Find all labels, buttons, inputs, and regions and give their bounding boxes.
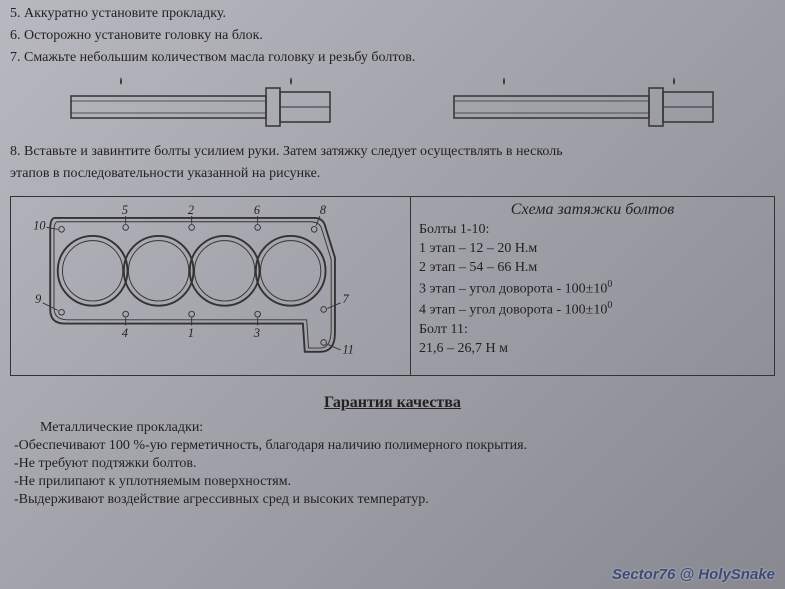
step-5: 5. Аккуратно установите прокладку. [10,6,775,22]
torque-l5: 4 этап – угол доворота - 100±100 [419,299,766,321]
label-11: 11 [343,343,354,357]
document-page: 5. Аккуратно установите прокладку. 6. Ос… [0,0,785,516]
warranty-title: Гарантия качества [10,394,775,412]
step-6: 6. Осторожно установите головку на блок. [10,28,775,44]
torque-l2: 1 этап – 12 – 20 Н.м [419,240,766,259]
label-5: 5 [122,203,128,217]
torque-title: Схема затяжки болтов [419,201,766,219]
label-2: 2 [188,203,194,217]
watermark: Sector76 @ HolySnake [612,566,775,583]
step-8-line1: 8. Вставьте и завинтите болты усилием ру… [10,144,775,160]
warranty-b4: -Выдерживают воздействие агрессивных сре… [14,492,775,508]
torque-l4: 3 этап – угол доворота - 100±100 [419,278,766,300]
bolt-diagram-right [444,74,724,134]
label-8: 8 [320,203,326,217]
label-9: 9 [35,292,41,306]
warranty-b1: -Обеспечивают 100 %-ую герметичность, бл… [14,438,775,454]
warranty-b3: -Не прилипают к уплотняемым поверхностям… [14,474,775,490]
torque-l3: 2 этап – 54 – 66 Н.м [419,259,766,278]
bolt-diagram-left [61,74,341,134]
gasket-diagram-cell: 10 5 2 6 8 9 4 1 3 7 11 [11,197,411,375]
torque-l1: Болты 1-10: [419,221,766,240]
torque-spec-cell: Схема затяжки болтов Болты 1-10: 1 этап … [411,197,774,375]
torque-l6: Болт 11: [419,321,766,340]
gasket-diagram: 10 5 2 6 8 9 4 1 3 7 11 [15,201,406,366]
step-8-line2: этапов в последовательности указанной на… [10,166,775,182]
bolt-diagrams-row [10,74,775,134]
label-4: 4 [122,326,128,340]
step-7: 7. Смажьте небольшим количеством масла г… [10,50,775,66]
warranty-b2: -Не требуют подтяжки болтов. [14,456,775,472]
torque-table: 10 5 2 6 8 9 4 1 3 7 11 [10,196,775,376]
label-3: 3 [253,326,260,340]
label-1: 1 [188,326,194,340]
label-7: 7 [343,292,350,306]
torque-l7: 21,6 – 26,7 Н м [419,340,766,359]
label-6: 6 [254,203,261,217]
warranty-sub: Металлические прокладки: [10,420,775,436]
label-10: 10 [33,218,45,232]
